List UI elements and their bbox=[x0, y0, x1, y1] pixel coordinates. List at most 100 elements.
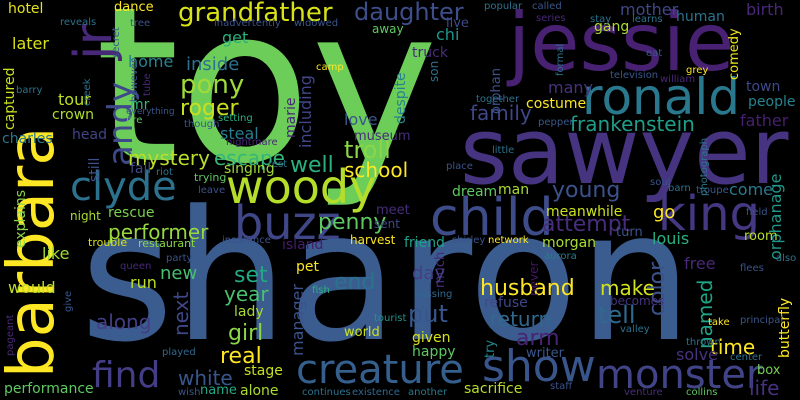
cloud-word-principal: principal bbox=[740, 315, 784, 326]
cloud-word-formal: formal bbox=[555, 43, 566, 76]
cloud-word-sacrifice: sacrifice bbox=[464, 381, 523, 397]
cloud-word-get: get bbox=[222, 28, 249, 47]
cloud-word-set: set bbox=[234, 263, 268, 288]
cloud-word-happy: happy bbox=[412, 344, 456, 360]
cloud-word-tree: tree bbox=[130, 18, 151, 29]
cloud-word-give: give bbox=[63, 290, 74, 312]
cloud-word-though: though bbox=[184, 119, 220, 130]
cloud-word-away: away bbox=[372, 22, 404, 36]
cloud-word-field: field bbox=[746, 207, 768, 218]
cloud-word-husband: husband bbox=[480, 276, 575, 301]
cloud-word-nightmare: nightmare bbox=[226, 137, 278, 148]
cloud-word-island: island bbox=[282, 237, 324, 253]
cloud-word-riot: riot bbox=[156, 167, 173, 178]
cloud-word-young: young bbox=[552, 178, 621, 203]
cloud-word-also: also bbox=[776, 253, 797, 264]
cloud-word-new: new bbox=[160, 263, 198, 284]
cloud-word-box: box bbox=[757, 363, 781, 378]
cloud-word-grandfather: grandfather bbox=[178, 0, 333, 28]
cloud-word-continues: continues bbox=[302, 387, 351, 398]
cloud-word-rest: rest bbox=[268, 159, 288, 170]
cloud-word-troupe: troupe bbox=[696, 185, 729, 196]
cloud-word-stage: stage bbox=[244, 363, 283, 379]
cloud-word-captured: captured bbox=[2, 67, 18, 130]
cloud-word-another: another bbox=[408, 387, 448, 398]
cloud-word-sent: sent bbox=[374, 217, 400, 231]
cloud-word-chi: chi bbox=[436, 25, 460, 44]
cloud-word-restaurant: restaurant bbox=[138, 237, 196, 250]
cloud-word-white: white bbox=[178, 366, 233, 390]
cloud-word-fish: fish bbox=[312, 285, 330, 296]
cloud-word-reveals: reveals bbox=[60, 17, 97, 28]
cloud-word-love: love bbox=[344, 110, 378, 129]
cloud-word-party: party bbox=[166, 253, 193, 264]
cloud-word-daughter: daughter bbox=[354, 0, 464, 26]
cloud-word-day: day bbox=[412, 263, 446, 284]
cloud-word-sawyer: sawyer bbox=[460, 98, 789, 205]
cloud-word-photograph: photograph bbox=[699, 137, 710, 196]
cloud-word-mr: mr bbox=[130, 97, 150, 113]
cloud-word-pepper: pepper bbox=[538, 117, 574, 128]
cloud-word-explains: explains bbox=[13, 189, 29, 248]
cloud-word-tour: tour bbox=[58, 90, 91, 109]
cloud-word-grey: grey bbox=[686, 65, 709, 76]
cloud-word-son: son bbox=[427, 60, 441, 82]
cloud-word-find: find bbox=[92, 355, 161, 396]
cloud-word-man: man bbox=[498, 182, 530, 198]
cloud-word-gang: gang bbox=[594, 19, 630, 35]
cloud-word-ronald: ronald bbox=[582, 68, 741, 126]
cloud-word-lady: lady bbox=[234, 304, 264, 320]
cloud-word-night: night bbox=[70, 209, 101, 223]
cloud-word-human: human bbox=[676, 9, 725, 25]
cloud-word-leave: leave bbox=[198, 185, 226, 196]
cloud-word-monster: monster bbox=[596, 352, 763, 398]
cloud-word-frankenstein: frankenstein bbox=[570, 112, 695, 136]
cloud-word-never: never bbox=[527, 261, 541, 296]
cloud-word-toy: toy bbox=[95, 0, 439, 211]
cloud-word-steal: steal bbox=[220, 124, 259, 143]
cloud-word-called: called bbox=[532, 1, 562, 12]
cloud-word-everything: everything bbox=[126, 107, 175, 117]
cloud-word-room: room bbox=[744, 229, 778, 244]
cloud-word-creature: creature bbox=[296, 347, 464, 393]
cloud-word-birth: birth bbox=[746, 0, 784, 19]
cloud-word-soul: soul bbox=[650, 177, 671, 188]
cloud-word-father: father bbox=[740, 111, 789, 130]
cloud-word-trouble: trouble bbox=[88, 236, 128, 249]
cloud-word-mystery: mystery bbox=[128, 146, 210, 170]
cloud-word-queen: queen bbox=[120, 261, 152, 272]
cloud-word-wish: wish bbox=[178, 387, 201, 398]
cloud-word-next: next bbox=[169, 291, 193, 336]
cloud-word-however: however bbox=[129, 59, 140, 102]
cloud-word-performance: performance bbox=[4, 381, 94, 397]
cloud-word-learns: learns bbox=[632, 14, 663, 25]
cloud-word-secret: secret bbox=[111, 27, 122, 58]
cloud-word-year: year bbox=[224, 282, 269, 306]
cloud-word-arm: arm bbox=[516, 326, 560, 351]
cloud-word-return: return bbox=[490, 307, 552, 331]
cloud-word-charles: charles bbox=[2, 131, 53, 147]
cloud-word-orphan: orphan bbox=[489, 68, 504, 114]
cloud-word-creek: creek bbox=[82, 78, 93, 107]
cloud-word-including: including bbox=[296, 75, 315, 148]
cloud-word-pet: pet bbox=[296, 259, 319, 275]
cloud-word-trying: trying bbox=[194, 171, 227, 184]
cloud-word-well: well bbox=[290, 153, 334, 178]
cloud-word-like: like bbox=[42, 244, 70, 263]
cloud-word-setting: setting bbox=[218, 113, 253, 124]
cloud-word-eat: eat bbox=[646, 48, 663, 59]
cloud-word-real: real bbox=[220, 344, 262, 369]
cloud-word-alone: alone bbox=[240, 383, 279, 399]
cloud-word-clyde: clyde bbox=[70, 164, 177, 210]
cloud-word-missing: missing bbox=[414, 289, 453, 300]
cloud-word-collins: collins bbox=[686, 387, 718, 398]
cloud-word-troll: troll bbox=[344, 136, 391, 164]
cloud-word-woody: woody bbox=[226, 160, 377, 214]
cloud-word-louis: louis bbox=[652, 229, 690, 248]
cloud-word-hotel: hotel bbox=[8, 1, 44, 17]
cloud-word-sharon: sharon bbox=[80, 173, 693, 382]
cloud-word-museum: museum bbox=[354, 129, 411, 144]
cloud-word-harvest: harvest bbox=[350, 233, 396, 247]
cloud-word-still: still bbox=[87, 157, 103, 182]
cloud-word-try: try bbox=[483, 339, 498, 358]
